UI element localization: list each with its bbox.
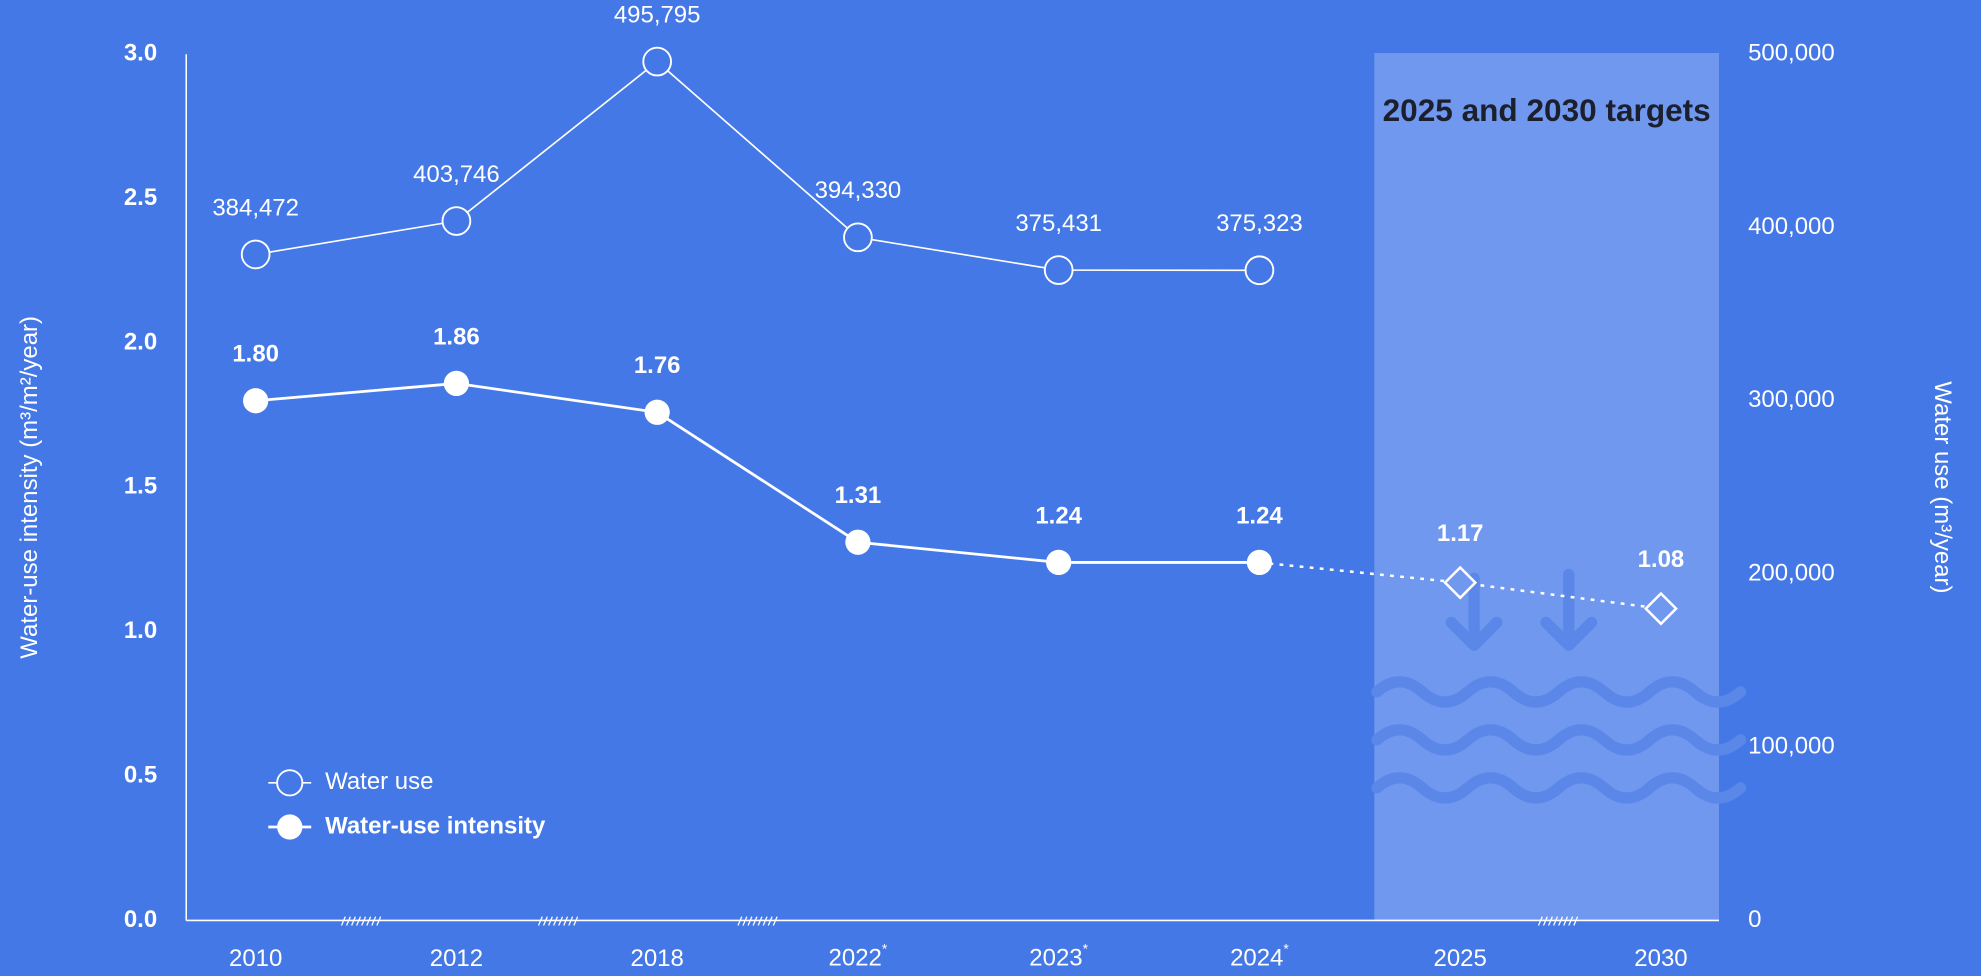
marker [643,48,671,76]
y-tick-label: 0.5 [124,761,157,788]
y2-tick-label: 300,000 [1748,386,1835,413]
y-axis-title: Water-use intensity (m³/m²/year) [16,316,43,659]
y2-tick-label: 0 [1748,906,1761,933]
chart: 2025 and 2030 targets Water-use intensit… [0,0,1981,976]
marker [1045,256,1073,284]
marker [645,400,670,425]
legend-label: Water use [325,768,433,795]
legend-label: Water-use intensity [325,812,546,839]
marker [1246,256,1274,284]
data-label: 1.31 [835,482,882,509]
page: {"chart_data": { "type": "line", "catego… [0,0,1981,976]
annotation: 2025 and 2030 targets [1374,91,1719,131]
data-label: 384,472 [212,194,299,221]
data-label: 375,323 [1216,210,1303,237]
data-label: 1.08 [1638,546,1685,573]
marker [443,207,471,235]
x-tick-label: 2010 [229,945,282,972]
x-tick-label: 2024* [1230,940,1289,972]
data-label: 495,795 [614,1,701,28]
x-tick-label: 2023* [1029,940,1088,972]
x-tick-label: 2012 [430,945,483,972]
data-label: 403,746 [413,161,500,188]
y2-axis-title: Water use (m³/year) [1929,381,1956,593]
data-label: 375,431 [1015,210,1102,237]
x-tick-label: 2025 [1434,945,1487,972]
y-tick-label: 0.0 [124,906,157,933]
data-label: 1.86 [433,323,480,350]
y2-tick-label: 500,000 [1748,40,1835,67]
y-tick-label: 3.0 [124,40,157,67]
marker [444,371,469,396]
y2-tick-label: 400,000 [1748,213,1835,240]
data-label: 394,330 [815,177,902,204]
x-tick-label: 2022* [829,940,888,972]
y2-tick-label: 100,000 [1748,733,1835,760]
y-tick-label: 2.5 [124,184,157,211]
data-label: 1.24 [1236,502,1283,529]
marker [1247,550,1272,575]
data-label: 1.24 [1035,502,1082,529]
marker [243,388,268,413]
marker [845,530,870,555]
annotation-box: 2025 and 2030 targets [1374,91,1719,192]
y-tick-label: 2.0 [124,328,157,355]
legend-marker [277,814,302,839]
marker [242,241,270,269]
x-tick-label: 2030 [1634,945,1687,972]
y-tick-label: 1.0 [124,617,157,644]
y2-tick-label: 200,000 [1748,559,1835,586]
data-label: 1.76 [634,352,681,379]
y-tick-label: 1.5 [124,473,157,500]
legend-marker [277,770,302,795]
data-label: 1.80 [232,341,279,368]
marker [1046,550,1071,575]
data-label: 1.17 [1437,520,1484,547]
marker [844,223,872,251]
x-tick-label: 2018 [631,945,684,972]
